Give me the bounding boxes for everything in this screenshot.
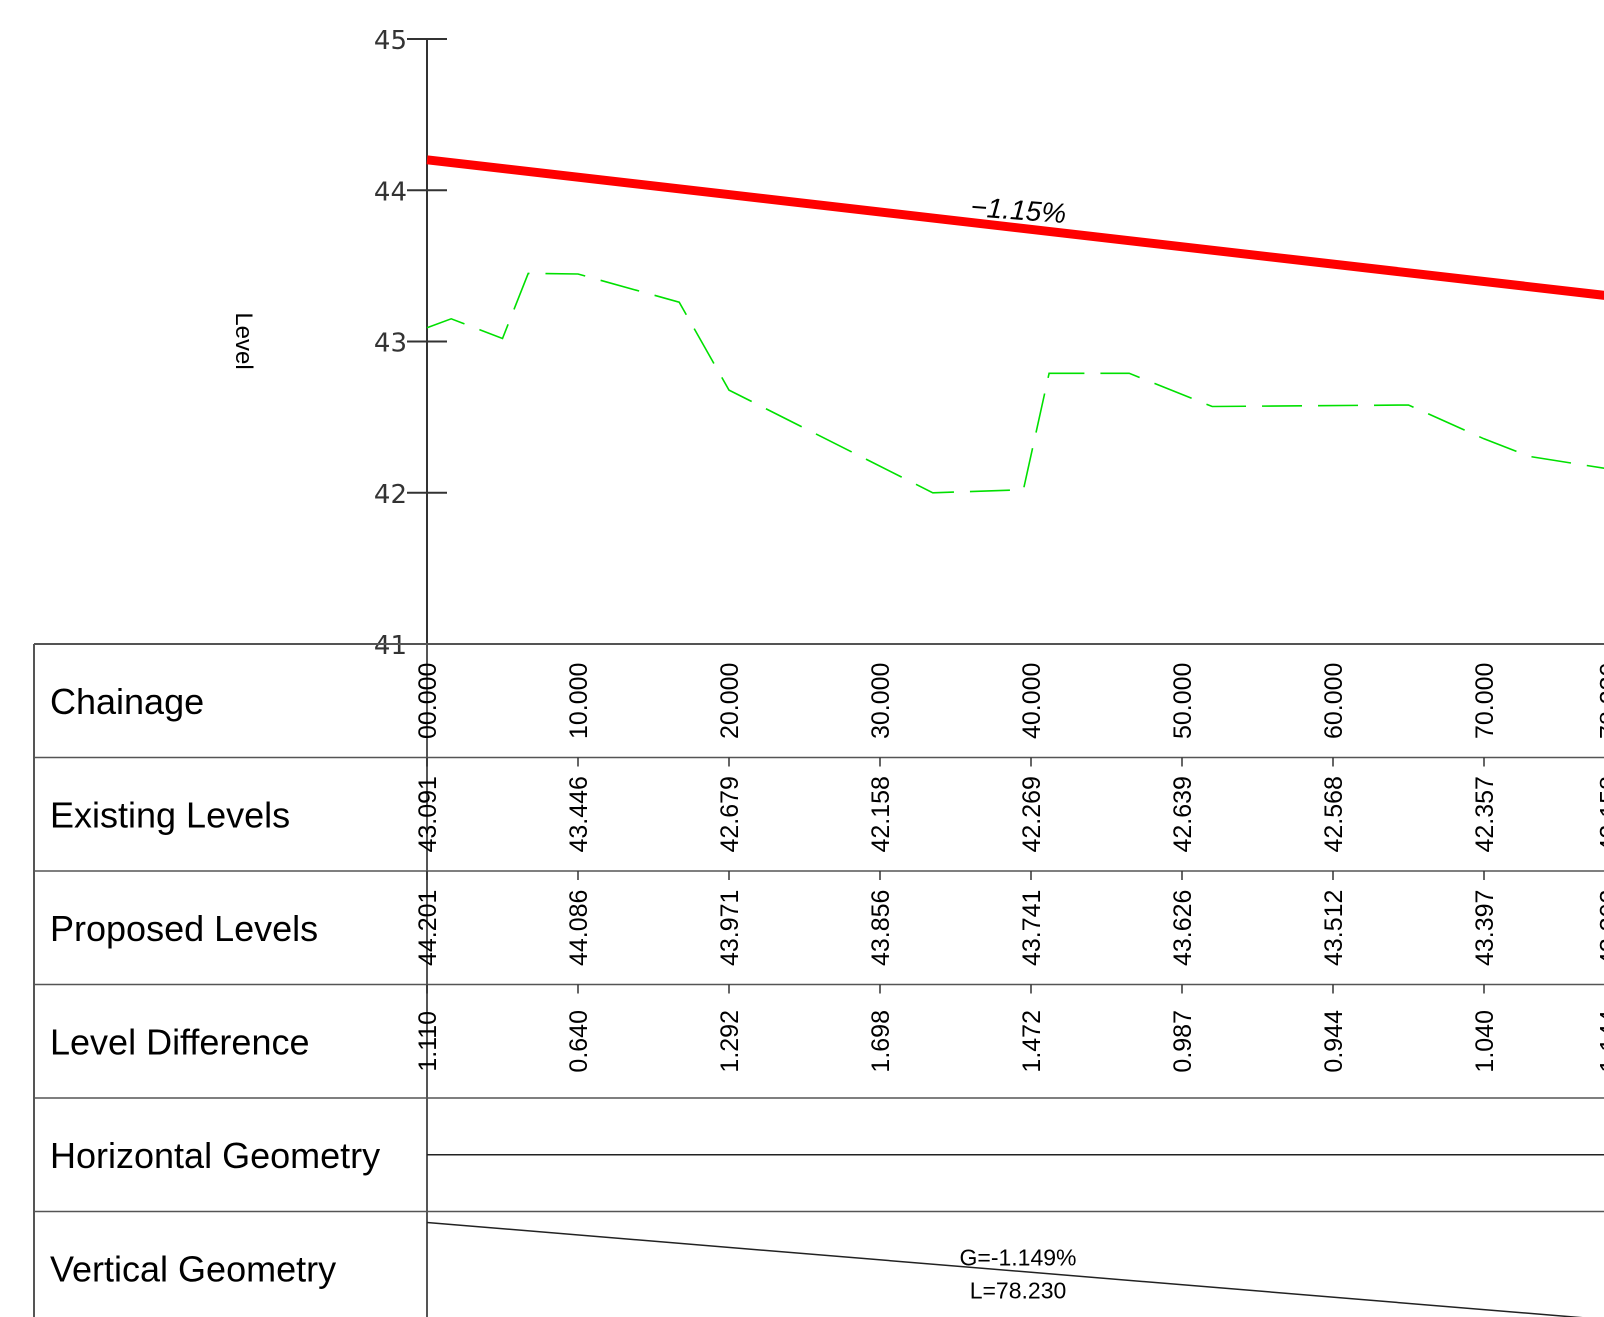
table-cell-value: 43.856 — [867, 890, 895, 966]
profile-plot: 45 44 43 42 41 Level −1.15% — [230, 26, 1604, 1317]
proposed-level-line — [426, 155, 1604, 300]
table-cell-value: 43.446 — [565, 776, 593, 852]
table-cell-value: 50.000 — [1169, 663, 1197, 739]
existing-level-line — [426, 272, 1604, 494]
table-cell-value: 30.000 — [867, 663, 895, 739]
table-row-label: Chainage — [50, 681, 204, 722]
table-cell-value: 42.158 — [867, 776, 895, 852]
vertical-geometry-line — [426, 1221, 1583, 1317]
table-cell-value: 0.987 — [1169, 1010, 1197, 1073]
table-row-label: Horizontal Geometry — [50, 1135, 380, 1176]
table-row-label: Existing Levels — [50, 794, 290, 835]
table-cell-value: 43.971 — [716, 890, 744, 966]
table-cell-value: 42.269 — [1018, 776, 1046, 852]
vertical-geometry-length: L=78.230 — [970, 1278, 1067, 1304]
table-cell-value: 10.000 — [565, 663, 593, 739]
y-tick-label: 43 — [374, 329, 407, 359]
grade-annotation: −1.15% — [970, 191, 1068, 229]
table-cell-value: 1.110 — [414, 1011, 442, 1072]
table-row-label: Proposed Levels — [50, 908, 318, 949]
table-cell-value: 70.000 — [1471, 663, 1499, 739]
table-cell-value: 42.679 — [716, 776, 744, 852]
table-cell-value: 43.397 — [1471, 890, 1499, 966]
table-cell-value: 60.000 — [1320, 663, 1348, 739]
table-cell-value: 42.357 — [1471, 776, 1499, 852]
y-tick-label: 45 — [374, 26, 407, 56]
table-cell-value: 44.086 — [565, 890, 593, 966]
table-cell-value: 42.158 — [1595, 776, 1604, 852]
table-cell-value: 1.040 — [1471, 1010, 1499, 1073]
table-cell-value: 43.302 — [1595, 890, 1604, 966]
table-cell-value: 1.698 — [867, 1010, 895, 1073]
table-cell-value: 0.944 — [1320, 1010, 1348, 1073]
table-cell-value: 00.000 — [414, 663, 442, 739]
table-cell-value: 43.512 — [1320, 890, 1348, 966]
table-cell-value: 40.000 — [1018, 663, 1046, 739]
table-cell-value: 43.091 — [414, 776, 442, 852]
table-cell-value: 0.640 — [565, 1010, 593, 1073]
table-cell-value: 78.230 — [1595, 663, 1604, 739]
table-cell-value: 44.201 — [414, 890, 442, 966]
table-cell-value: 43.741 — [1018, 890, 1046, 966]
y-tick-label: 42 — [374, 480, 407, 510]
y-tick-label: 44 — [374, 177, 407, 207]
table-cell-value: 42.639 — [1169, 776, 1197, 852]
profile-table: Chainage 00.000 10.000 20.000 30.000 40.000 50… — [33, 643, 1604, 1317]
y-tick-label: 41 — [374, 631, 407, 661]
table-cell-value: 1.472 — [1018, 1010, 1046, 1073]
y-axis-label: Level — [230, 312, 257, 369]
vertical-geometry-grade: G=-1.149% — [960, 1245, 1077, 1271]
table-cell-value: 1.144 — [1595, 1010, 1604, 1073]
table-cell-value: 20.000 — [716, 663, 744, 739]
table-cell-value: 43.626 — [1169, 890, 1197, 966]
table-row-label: Level Difference — [50, 1021, 310, 1062]
table-row-label: Vertical Geometry — [50, 1248, 336, 1289]
table-cell-value: 42.568 — [1320, 776, 1348, 852]
table-cell-value: 1.292 — [716, 1010, 744, 1073]
